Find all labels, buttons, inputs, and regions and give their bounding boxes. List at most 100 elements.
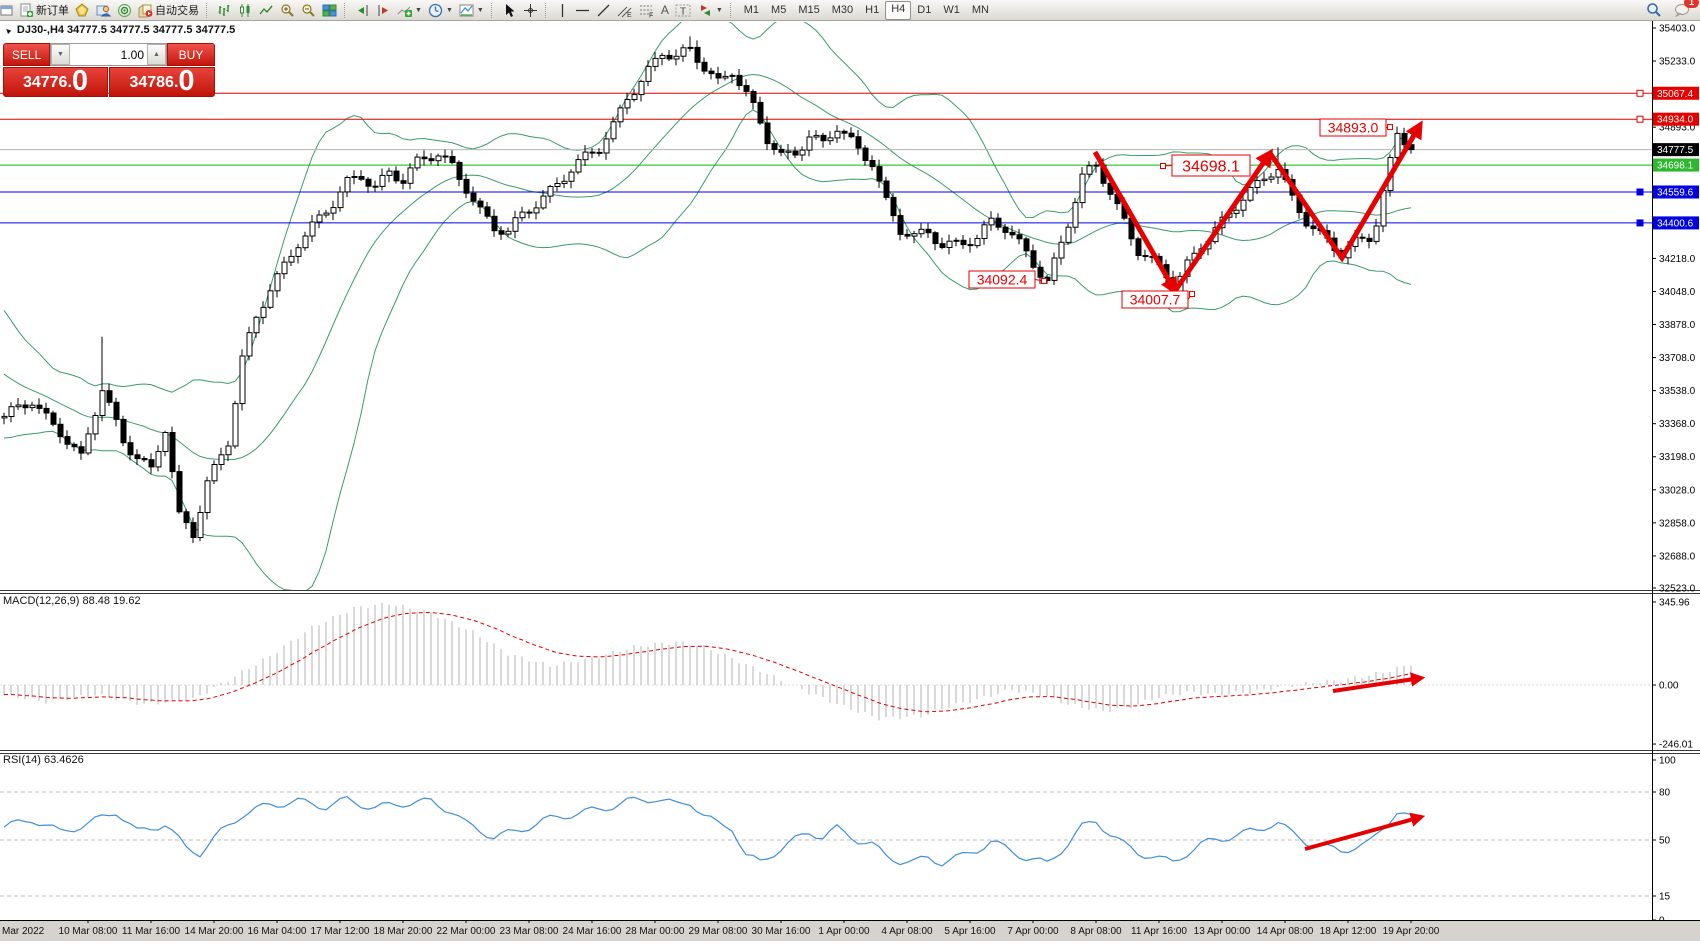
collapse-arrow-icon[interactable]: ▲ <box>1 24 14 36</box>
search-button[interactable] <box>1643 1 1665 19</box>
templates-button[interactable]: ▼ <box>456 1 487 19</box>
price-scale[interactable]: 35403.0 35233.0 34893.0 34218.0 34048.0 33878… <box>1652 21 1699 927</box>
indicators-button[interactable]: ▼ <box>394 1 425 19</box>
text-tool[interactable]: A <box>660 3 669 17</box>
chart-shift-button[interactable] <box>373 1 394 19</box>
svg-text:-246.01: -246.01 <box>1659 740 1693 751</box>
svg-text:33708.0: 33708.0 <box>1659 353 1696 364</box>
time-axis[interactable]: Mar 2022 10 Mar 08:00 11 Mar 16:00 14 Mar 2… <box>0 920 1700 941</box>
zoom-out-button[interactable] <box>298 1 319 19</box>
timeframe-m1[interactable]: M1 <box>743 3 760 16</box>
svg-text:Mar 2022: Mar 2022 <box>2 926 45 937</box>
sell-button[interactable]: SELL <box>3 43 50 66</box>
svg-text:22 Mar 00:00: 22 Mar 00:00 <box>437 926 496 937</box>
window-icon[interactable] <box>0 1 16 19</box>
svg-text:34218.0: 34218.0 <box>1659 254 1696 265</box>
bar-chart-type-button[interactable] <box>214 1 235 19</box>
crosshair-tool-button[interactable] <box>520 1 541 19</box>
data-window-icon[interactable] <box>114 1 135 19</box>
timeframe-m15[interactable]: M15 <box>798 3 820 16</box>
svg-text:33028.0: 33028.0 <box>1659 485 1696 496</box>
timeframe-m5[interactable]: M5 <box>771 3 787 16</box>
toolbar-separator <box>729 2 734 18</box>
channel-tool[interactable]: E <box>614 1 636 19</box>
svg-text:34092.4: 34092.4 <box>977 272 1028 288</box>
tile-windows-button[interactable] <box>319 1 340 19</box>
volume-increase-button[interactable]: ▲ <box>147 44 166 65</box>
periods-button[interactable]: ▼ <box>425 1 456 19</box>
cursor-tool-button[interactable] <box>499 1 520 19</box>
rsi-indicator-label: RSI(14) 63.4626 <box>3 754 84 766</box>
svg-text:4 Apr 08:00: 4 Apr 08:00 <box>881 926 933 937</box>
notification-badge: 1 <box>1684 0 1699 8</box>
auto-scroll-button[interactable] <box>352 1 373 19</box>
svg-text:32523.0: 32523.0 <box>1659 583 1696 594</box>
notifications-button[interactable]: 1 <box>1671 0 1699 19</box>
buy-button[interactable]: BUY <box>167 43 215 66</box>
toolbar-separator <box>206 2 210 18</box>
new-order-icon <box>20 3 33 17</box>
timeframe-mn[interactable]: MN <box>971 3 989 16</box>
svg-text:28 Mar 00:00: 28 Mar 00:00 <box>626 926 685 937</box>
svg-text:80: 80 <box>1659 788 1671 799</box>
horizontal-level-lines[interactable] <box>0 89 1652 227</box>
fibonacci-tool[interactable]: F <box>636 1 658 19</box>
svg-text:0.00: 0.00 <box>1659 681 1679 692</box>
timeframe-h1[interactable]: H1 <box>865 3 880 16</box>
price-annotation-labels[interactable]: 34893.0 34698.1 34092.4 34007.7 <box>968 118 1393 309</box>
main-toolbar: 新订单 自动交易 ▼ ▼ <box>0 0 1700 21</box>
rsi-layer <box>0 791 1652 897</box>
horizontal-line-tool[interactable] <box>572 1 593 19</box>
autotrading-icon <box>138 4 153 17</box>
svg-text:30 Mar 16:00: 30 Mar 16:00 <box>752 926 811 937</box>
svg-text:15: 15 <box>1659 892 1671 903</box>
line-chart-type-button[interactable] <box>256 1 277 19</box>
svg-text:34934.0: 34934.0 <box>1657 115 1694 126</box>
svg-text:33368.0: 33368.0 <box>1659 419 1696 430</box>
trendline-tool[interactable] <box>593 1 614 19</box>
chevron-down-icon: ▼ <box>445 6 453 14</box>
svg-text:E: E <box>627 12 632 18</box>
timeframe-m30[interactable]: M30 <box>831 3 854 16</box>
svg-text:8 Apr 08:00: 8 Apr 08:00 <box>1070 926 1122 937</box>
svg-text:1 Apr 00:00: 1 Apr 00:00 <box>818 926 870 937</box>
svg-text:35403.0: 35403.0 <box>1659 24 1696 35</box>
arrows-tool-button[interactable]: ▼ <box>695 1 726 19</box>
chevron-down-icon: ▼ <box>476 6 484 14</box>
buy-price-display[interactable]: 34786. 0 <box>109 67 215 97</box>
svg-text:14 Apr 08:00: 14 Apr 08:00 <box>1257 926 1314 937</box>
svg-text:34893.0: 34893.0 <box>1328 120 1379 136</box>
timeframe-w1[interactable]: W1 <box>943 3 960 16</box>
volume-decrease-button[interactable]: ▼ <box>51 44 70 65</box>
toolbar-separator <box>344 2 348 18</box>
svg-text:34698.1: 34698.1 <box>1657 161 1694 172</box>
toolbar-separator <box>490 2 495 18</box>
buy-price-big-digit: 0 <box>178 65 195 97</box>
zoom-in-button[interactable] <box>277 1 298 19</box>
volume-input[interactable] <box>70 44 147 65</box>
new-order-button[interactable]: 新订单 <box>16 1 72 19</box>
symbol-ohlc-text: DJ30-,H4 34777.5 34777.5 34777.5 34777.5 <box>16 24 236 36</box>
sell-price-dot: . <box>67 74 72 91</box>
svg-text:345.96: 345.96 <box>1659 597 1690 608</box>
trend-arrows-layer[interactable] <box>1092 120 1426 851</box>
autotrading-button[interactable]: 自动交易 <box>135 1 202 19</box>
timeframe-d1[interactable]: D1 <box>917 3 932 16</box>
svg-text:32688.0: 32688.0 <box>1659 551 1696 562</box>
sell-price-display[interactable]: 34776. 0 <box>3 67 108 97</box>
svg-text:16 Mar 04:00: 16 Mar 04:00 <box>248 926 307 937</box>
svg-text:18 Apr 12:00: 18 Apr 12:00 <box>1320 926 1377 937</box>
timeframe-h4[interactable]: H4 <box>885 0 912 20</box>
quotes-icon[interactable] <box>72 1 93 19</box>
market-watch-icon[interactable] <box>93 1 114 19</box>
svg-text:33538.0: 33538.0 <box>1659 386 1696 397</box>
candle-chart-type-button[interactable] <box>235 1 256 19</box>
svg-text:13 Apr 00:00: 13 Apr 00:00 <box>1194 926 1251 937</box>
svg-text:34698.1: 34698.1 <box>1182 158 1240 175</box>
vertical-line-tool[interactable] <box>553 1 572 19</box>
text-label-tool[interactable]: T <box>672 1 695 19</box>
volume-stepper: ▼ ▲ <box>50 43 167 66</box>
buy-price-dot: . <box>173 74 179 91</box>
svg-text:34400.6: 34400.6 <box>1657 218 1694 229</box>
